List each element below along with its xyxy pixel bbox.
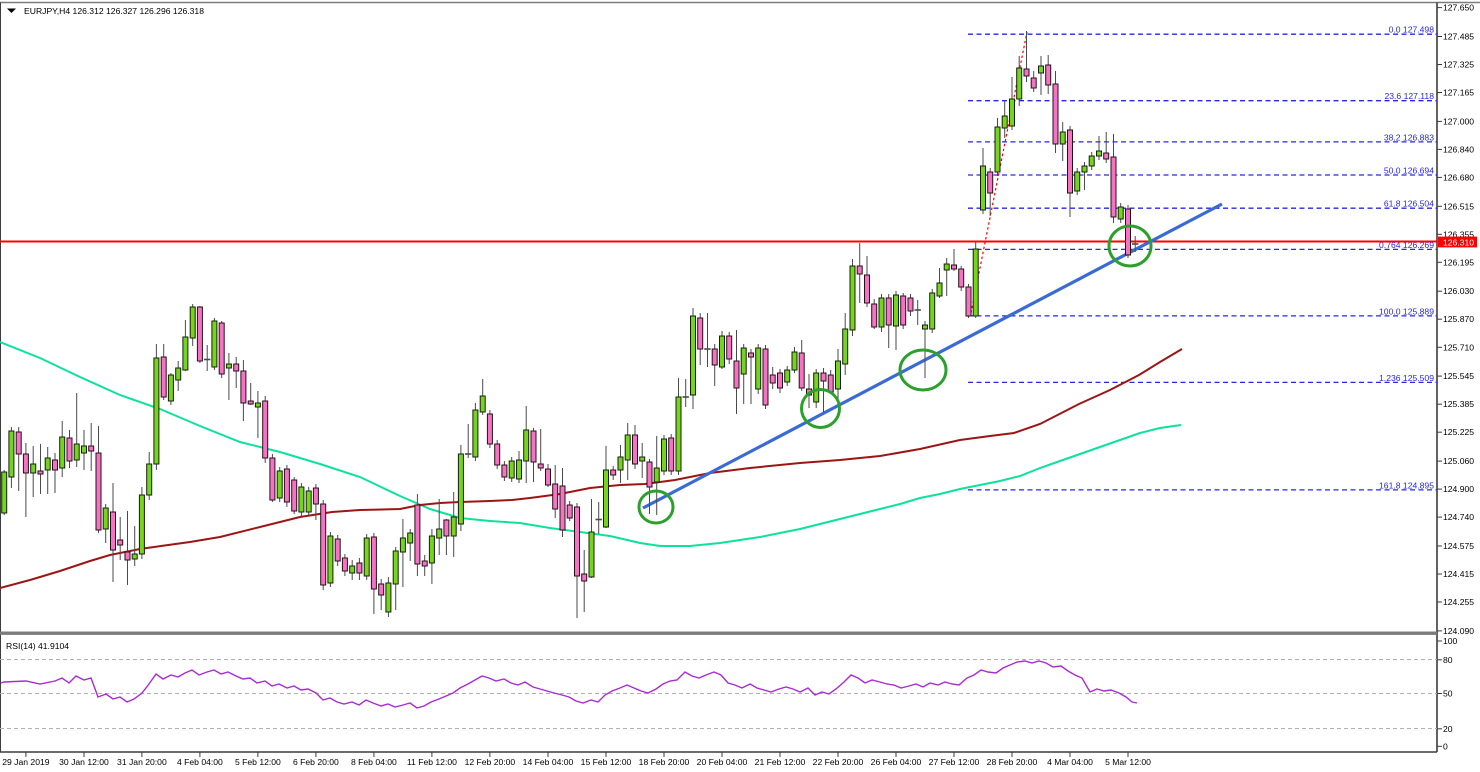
svg-text:125.060: 125.060 <box>1443 456 1474 466</box>
svg-text:12 Feb 20:00: 12 Feb 20:00 <box>465 757 516 767</box>
svg-text:126.195: 126.195 <box>1443 257 1474 267</box>
svg-text:18 Feb 20:00: 18 Feb 20:00 <box>639 757 690 767</box>
svg-text:20 Feb 04:00: 20 Feb 04:00 <box>697 757 748 767</box>
svg-text:126.030: 126.030 <box>1443 286 1474 296</box>
svg-text:125.545: 125.545 <box>1443 371 1474 381</box>
svg-text:26 Feb 04:00: 26 Feb 04:00 <box>871 757 922 767</box>
svg-text:0.764 126.269: 0.764 126.269 <box>1379 240 1434 250</box>
svg-text:126.840: 126.840 <box>1443 144 1474 154</box>
svg-text:50.0 126.694: 50.0 126.694 <box>1384 166 1434 176</box>
svg-text:80: 80 <box>1443 655 1453 665</box>
svg-text:0.0 127.498: 0.0 127.498 <box>1389 25 1435 35</box>
svg-text:100.0 125.889: 100.0 125.889 <box>1379 306 1434 316</box>
svg-text:124.900: 124.900 <box>1443 484 1474 494</box>
svg-text:127.650: 127.650 <box>1443 3 1474 13</box>
svg-text:0: 0 <box>1443 741 1448 751</box>
svg-text:127.325: 127.325 <box>1443 60 1474 70</box>
svg-text:5 Feb 12:00: 5 Feb 12:00 <box>235 757 281 767</box>
svg-text:1.236 125.509: 1.236 125.509 <box>1379 373 1434 383</box>
svg-text:127.000: 127.000 <box>1443 116 1474 126</box>
svg-text:124.740: 124.740 <box>1443 512 1474 522</box>
svg-text:100: 100 <box>1443 636 1458 646</box>
svg-text:126.310: 126.310 <box>1443 238 1474 248</box>
svg-text:38.2 126.883: 38.2 126.883 <box>1384 132 1434 142</box>
svg-text:EURJPY,H4 126.312 126.327 126: EURJPY,H4 126.312 126.327 126.296 126.31… <box>24 6 204 16</box>
svg-text:22 Feb 20:00: 22 Feb 20:00 <box>813 757 864 767</box>
svg-text:125.710: 125.710 <box>1443 342 1474 352</box>
svg-text:21 Feb 12:00: 21 Feb 12:00 <box>755 757 806 767</box>
svg-text:23.6 127.118: 23.6 127.118 <box>1384 91 1434 101</box>
svg-text:6 Feb 20:00: 6 Feb 20:00 <box>293 757 339 767</box>
svg-text:11 Feb 12:00: 11 Feb 12:00 <box>407 757 457 767</box>
svg-text:4 Feb 04:00: 4 Feb 04:00 <box>177 757 223 767</box>
svg-text:124.255: 124.255 <box>1443 597 1474 607</box>
svg-text:30 Jan 12:00: 30 Jan 12:00 <box>59 757 109 767</box>
svg-text:125.385: 125.385 <box>1443 399 1474 409</box>
svg-text:127.165: 127.165 <box>1443 88 1474 98</box>
svg-text:15 Feb 12:00: 15 Feb 12:00 <box>581 757 632 767</box>
svg-text:127.485: 127.485 <box>1443 32 1474 42</box>
svg-text:126.355: 126.355 <box>1443 229 1474 239</box>
svg-text:RSI(14) 41.9104: RSI(14) 41.9104 <box>6 641 69 651</box>
svg-text:28 Feb 20:00: 28 Feb 20:00 <box>987 757 1038 767</box>
svg-text:31 Jan 20:00: 31 Jan 20:00 <box>117 757 167 767</box>
svg-text:4 Mar 04:00: 4 Mar 04:00 <box>1047 757 1093 767</box>
svg-text:5 Mar 12:00: 5 Mar 12:00 <box>1105 757 1151 767</box>
svg-text:124.575: 124.575 <box>1443 541 1474 551</box>
svg-text:8 Feb 04:00: 8 Feb 04:00 <box>351 757 397 767</box>
svg-text:161.8 124.895: 161.8 124.895 <box>1379 480 1434 490</box>
svg-text:14 Feb 04:00: 14 Feb 04:00 <box>523 757 574 767</box>
svg-text:61.8 126.504: 61.8 126.504 <box>1384 199 1434 209</box>
svg-text:126.680: 126.680 <box>1443 172 1474 182</box>
svg-text:125.870: 125.870 <box>1443 314 1474 324</box>
svg-text:50: 50 <box>1443 689 1453 699</box>
svg-text:20: 20 <box>1443 724 1453 734</box>
svg-text:124.415: 124.415 <box>1443 569 1474 579</box>
svg-text:124.090: 124.090 <box>1443 626 1474 636</box>
svg-text:126.515: 126.515 <box>1443 201 1474 211</box>
svg-text:125.225: 125.225 <box>1443 427 1474 437</box>
svg-text:29 Jan 2019: 29 Jan 2019 <box>2 757 50 767</box>
svg-text:27 Feb 12:00: 27 Feb 12:00 <box>929 757 980 767</box>
